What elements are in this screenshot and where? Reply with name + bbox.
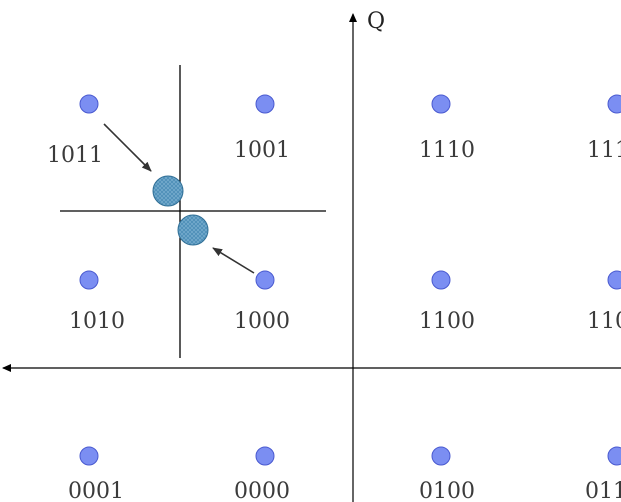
point-label-1000: 1000 <box>234 309 290 334</box>
point-label-111: 111 <box>587 138 621 163</box>
point-label-1001: 1001 <box>234 138 290 163</box>
point-label-110: 110 <box>587 309 621 334</box>
constellation-point-1011 <box>79 94 99 114</box>
constellation-point-0000 <box>255 446 275 466</box>
point-label-0000: 0000 <box>234 479 290 502</box>
constellation-point-0100 <box>431 446 451 466</box>
constellation-point-1100 <box>431 270 451 290</box>
error-arrow-1 <box>103 123 152 172</box>
q-axis-label: Q <box>367 9 385 34</box>
point-label-1100: 1100 <box>419 309 475 334</box>
point-label-0001: 0001 <box>68 479 124 502</box>
received-sample-1 <box>152 175 184 207</box>
point-label-1110: 1110 <box>419 138 475 163</box>
constellation-point-0001 <box>79 446 99 466</box>
point-label-1011: 1011 <box>47 143 103 168</box>
constellation-point-011 <box>607 446 621 466</box>
constellation-point-111 <box>607 94 621 114</box>
constellation-point-110 <box>607 270 621 290</box>
constellation-points: 1011 1001 1110 111 1010 1000 1100 110 0001 0000 01… <box>47 94 621 502</box>
constellation-point-1110 <box>431 94 451 114</box>
constellation-point-1001 <box>255 94 275 114</box>
point-label-0100: 0100 <box>419 479 475 502</box>
point-label-1010: 1010 <box>69 309 125 334</box>
error-arrow-2 <box>212 247 255 274</box>
point-label-011: 011 <box>585 479 621 502</box>
received-sample-2 <box>177 214 209 246</box>
constellation-point-1000 <box>255 270 275 290</box>
constellation-point-1010 <box>79 270 99 290</box>
